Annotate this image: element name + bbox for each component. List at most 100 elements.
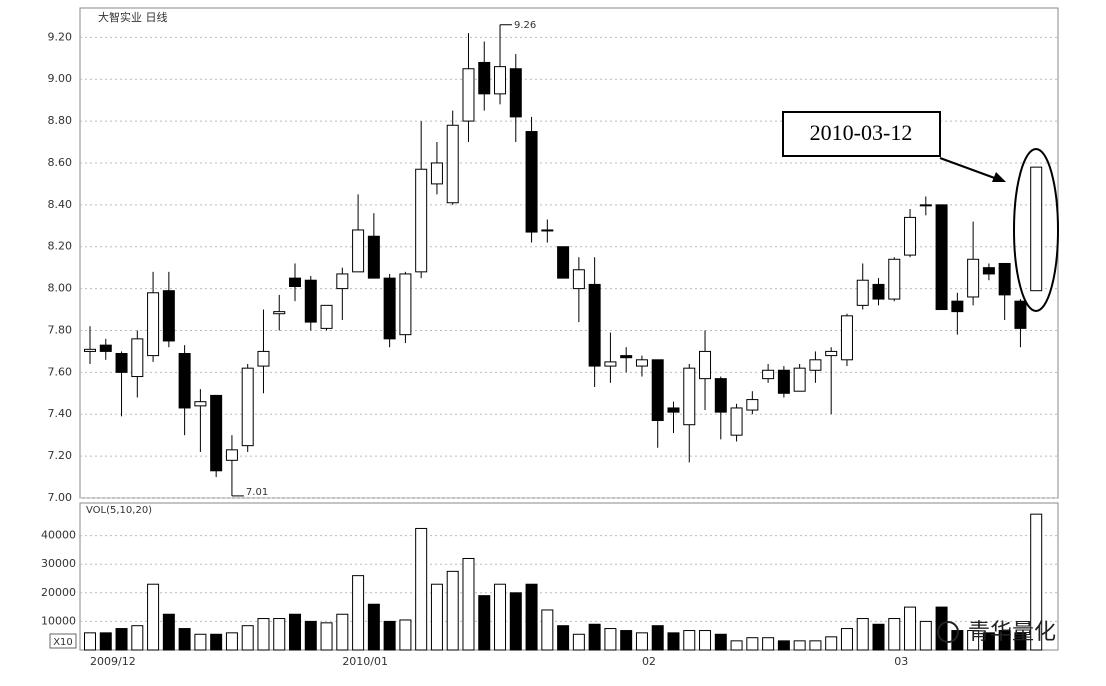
- candle-body: [162, 290, 175, 342]
- volume-bar: [982, 632, 995, 651]
- y-tick-label: 9.20: [48, 30, 73, 43]
- volume-bar: [162, 613, 175, 651]
- candle-body: [210, 394, 223, 472]
- candle-body: [430, 162, 443, 185]
- volume-bar: [462, 557, 475, 651]
- candle-body: [336, 273, 349, 290]
- min-label: 7.01: [246, 487, 268, 498]
- candle-body: [588, 283, 601, 367]
- candle-body: [967, 258, 980, 298]
- volume-bar: [762, 637, 775, 651]
- volume-bar: [289, 613, 302, 651]
- volume-bar: [320, 622, 333, 651]
- volume-bar: [699, 630, 712, 651]
- volume-title: VOL(5,10,20): [86, 505, 152, 516]
- volume-bar: [147, 583, 160, 651]
- volume-bar: [888, 618, 901, 651]
- candle-body: [777, 369, 790, 394]
- candle-body: [998, 262, 1011, 296]
- volume-bar: [904, 606, 917, 651]
- volume-bar: [273, 618, 286, 651]
- volume-bar: [257, 618, 270, 651]
- volume-bar: [620, 630, 633, 651]
- volume-bar: [383, 620, 396, 651]
- candle-body: [352, 229, 365, 273]
- candle-body: [147, 292, 160, 357]
- candle-body: [982, 267, 995, 275]
- volume-bar: [557, 625, 570, 651]
- candle-body: [304, 279, 317, 323]
- candle-body: [840, 315, 853, 361]
- volume-bar: [840, 628, 853, 651]
- y-tick-label: 7.00: [48, 491, 73, 504]
- candle-body: [651, 359, 664, 422]
- y-tick-label: 7.20: [48, 449, 73, 462]
- candle-body: [951, 300, 964, 313]
- candle-body: [541, 229, 554, 232]
- volume-bar: [777, 640, 790, 651]
- volume-bar: [714, 633, 727, 651]
- candle-body: [115, 353, 128, 373]
- volume-bar: [793, 640, 806, 651]
- candle-body: [289, 277, 302, 288]
- volume-bar: [494, 583, 507, 651]
- candle-body: [478, 61, 491, 95]
- volume-bar: [131, 625, 144, 651]
- y-tick-label: 7.80: [48, 323, 73, 336]
- candle-body: [872, 283, 885, 300]
- candle-body: [131, 338, 144, 378]
- volume-bar: [1030, 513, 1043, 651]
- watermark: 青华量化: [968, 620, 1056, 645]
- volume-bar: [825, 636, 838, 651]
- candle-body: [99, 344, 112, 352]
- x-tick-label: 2010/01: [342, 655, 388, 668]
- y-tick-label: 7.40: [48, 407, 73, 420]
- candle-body: [509, 68, 522, 118]
- candle-body: [178, 353, 191, 409]
- annotation-arrow: [939, 157, 1001, 181]
- candle-body: [620, 355, 633, 359]
- y-tick-label: 7.60: [48, 365, 73, 378]
- candle-body: [683, 367, 696, 426]
- y-tick-label: 30000: [41, 557, 76, 570]
- candle-body: [494, 66, 507, 95]
- volume-bar: [399, 619, 412, 651]
- candle-body: [888, 258, 901, 300]
- watermark-icon: [937, 621, 959, 643]
- max-label: 9.26: [514, 20, 536, 31]
- x-tick-label: 02: [642, 655, 656, 668]
- y-tick-label: 8.40: [48, 198, 73, 211]
- candle-body: [446, 124, 459, 204]
- volume-bar: [919, 620, 932, 651]
- annotation: 2010-03-12: [782, 111, 1059, 312]
- volume-bar: [541, 609, 554, 651]
- volume-bar: [225, 632, 238, 651]
- candle-body: [1030, 166, 1043, 292]
- x-tick-label: 2009/12: [90, 655, 136, 668]
- volume-bar: [1014, 632, 1027, 651]
- volume-unit: X10: [53, 637, 73, 648]
- volume-bar: [430, 583, 443, 651]
- volume-bar: [99, 632, 112, 651]
- volume-bar: [746, 637, 759, 651]
- candle-body: [525, 131, 538, 233]
- candle-body: [367, 235, 380, 279]
- volume-bar: [304, 620, 317, 651]
- volume-bar: [115, 628, 128, 651]
- y-tick-label: 8.20: [48, 240, 73, 253]
- volume-bar: [84, 632, 96, 651]
- y-tick-label: 10000: [41, 614, 76, 627]
- candle-body: [257, 350, 270, 367]
- annotation-text: 2010-03-12: [810, 120, 913, 145]
- candle-body: [809, 359, 822, 371]
- candle-body: [320, 304, 333, 329]
- candle-body: [399, 273, 412, 336]
- annotation-box: [782, 111, 941, 157]
- candle-body: [194, 401, 207, 407]
- volume-bar: [588, 623, 601, 651]
- candle-body: [635, 359, 648, 367]
- candle-body: [557, 246, 570, 279]
- candle-body: [699, 350, 712, 380]
- candle-body: [415, 168, 428, 273]
